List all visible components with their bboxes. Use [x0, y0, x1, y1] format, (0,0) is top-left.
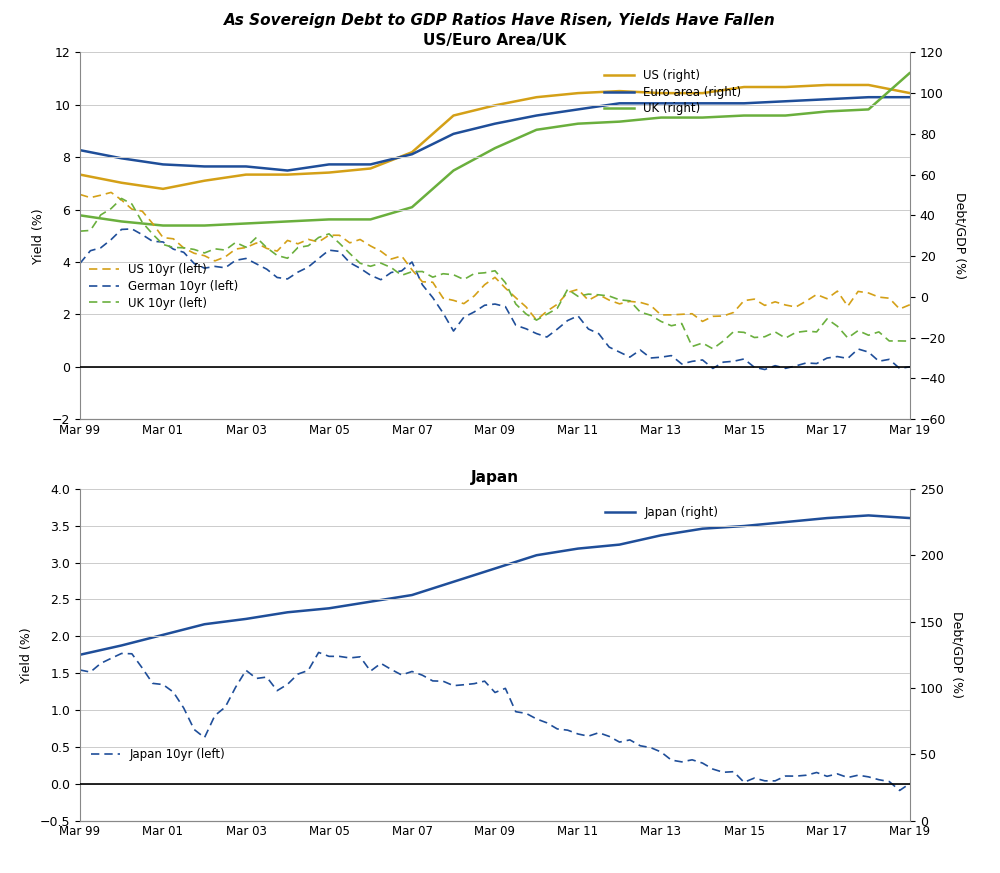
Text: As Sovereign Debt to GDP Ratios Have Risen, Yields Have Fallen: As Sovereign Debt to GDP Ratios Have Ris… [224, 13, 776, 28]
Y-axis label: Debt/GDP (%): Debt/GDP (%) [953, 192, 966, 279]
Title: US/Euro Area/UK: US/Euro Area/UK [423, 33, 567, 48]
Y-axis label: Yield (%): Yield (%) [20, 627, 33, 683]
Title: Japan: Japan [471, 470, 519, 485]
Y-axis label: Yield (%): Yield (%) [32, 208, 45, 264]
Legend: Japan 10yr (left): Japan 10yr (left) [86, 744, 230, 766]
Y-axis label: Debt/GDP (%): Debt/GDP (%) [951, 611, 964, 698]
Legend: US 10yr (left), German 10yr (left), UK 10yr (left): US 10yr (left), German 10yr (left), UK 1… [86, 260, 242, 313]
